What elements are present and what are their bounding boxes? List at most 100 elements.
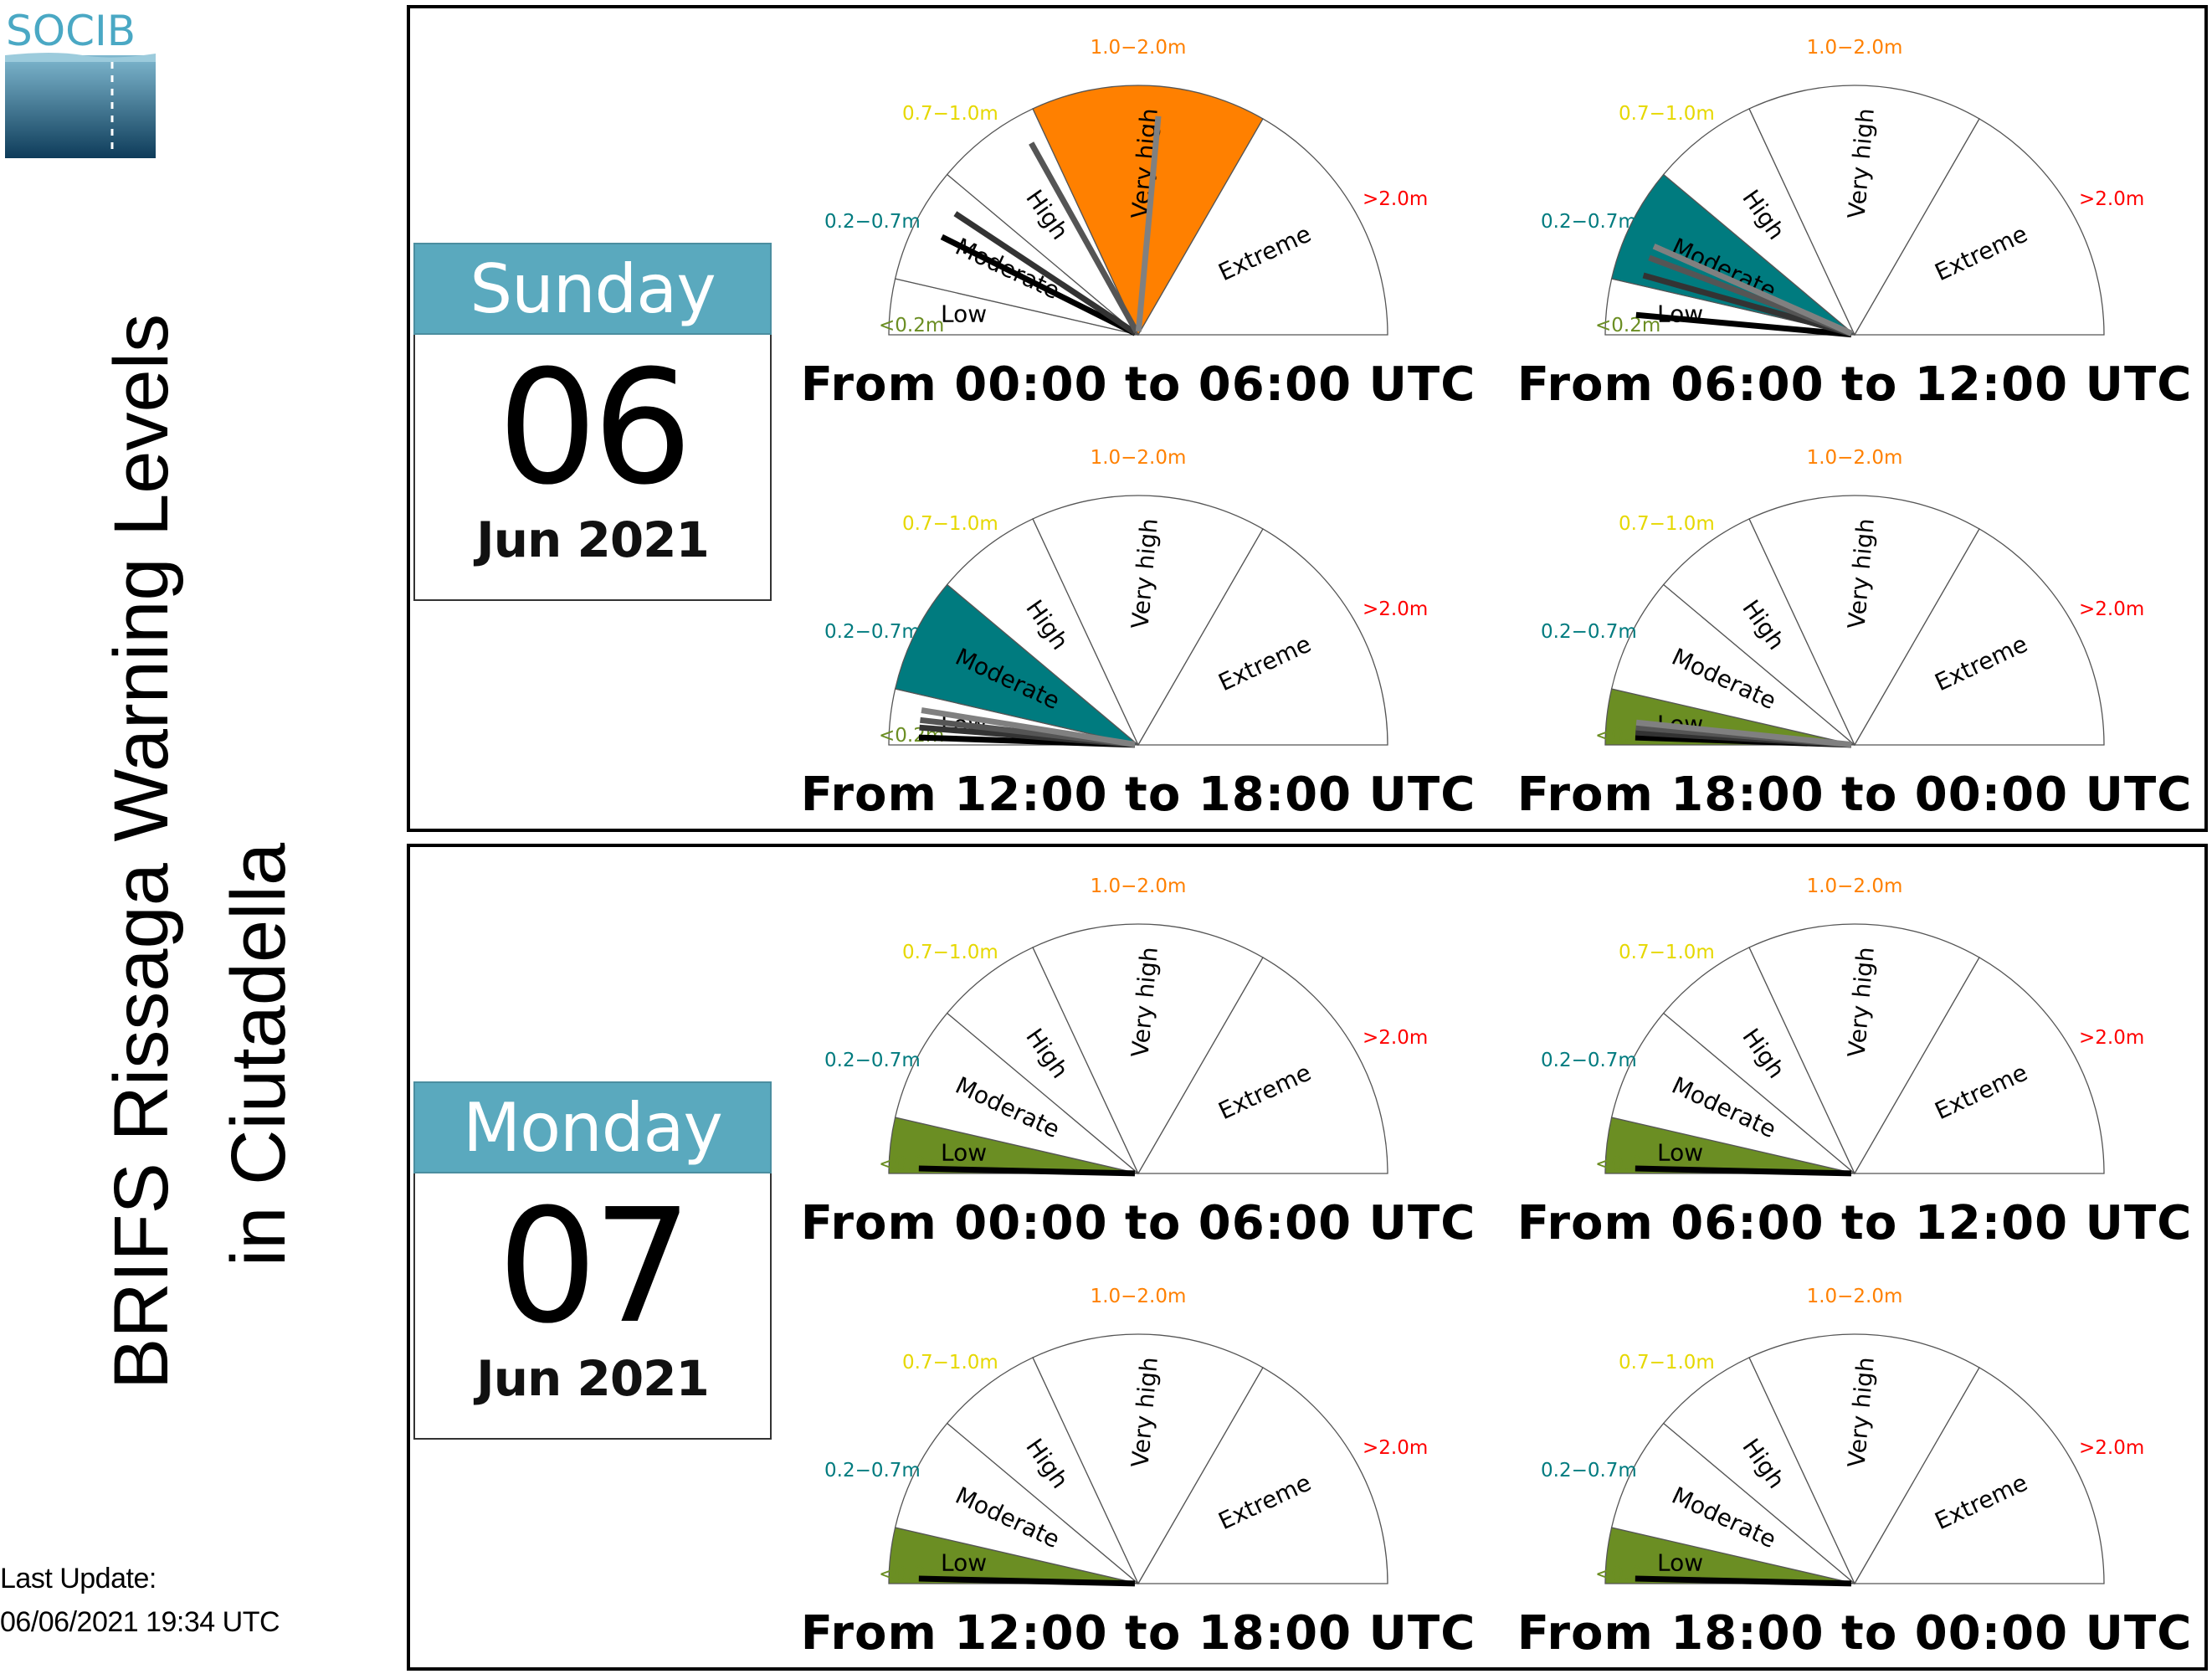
sector-high [946,108,1139,336]
sector-extreme [1853,528,2105,746]
range-label: 1.0−2.0m [1091,37,1187,59]
range-label: 0.2−0.7m [824,1460,921,1481]
calendar-card: Sunday 06 Jun 2021 [413,243,772,601]
range-label: 1.0−2.0m [1091,1286,1187,1307]
sector-label: Low [941,1138,987,1166]
title-line1: BRIFS Rissaga Warning Levels [99,314,184,1389]
sector-high [1662,518,1855,746]
range-label: <0.2m [1595,1153,1660,1175]
range-label: 0.7−1.0m [902,942,998,963]
sector-moderate [1610,1422,1855,1584]
sector-high [1662,108,1855,336]
sector-very-high [1748,495,1980,747]
gauge-needle [1135,116,1162,332]
sector-extreme [1853,1367,2105,1584]
sector-high [1662,1357,1855,1584]
sector-high [946,518,1139,746]
sector-label: Low [941,1548,987,1576]
sector-high [1662,947,1855,1174]
calendar-card: Monday 07 Jun 2021 [413,1081,772,1440]
range-label: 0.2−0.7m [824,621,921,643]
sector-extreme [1137,957,1388,1174]
last-update-label: Last Update: [0,1563,157,1594]
sector-extreme [1853,118,2105,336]
calendar-month: Jun 2021 [476,511,710,568]
gauge-needle [1652,243,1853,336]
sector-moderate [1610,173,1855,336]
range-label: 1.0−2.0m [1807,1286,1903,1307]
last-update: Last Update: 06/06/2021 19:34 UTC [0,1557,368,1644]
calendar-day: 06 [497,336,692,520]
range-label: 0.7−1.0m [902,1352,998,1374]
calendar-body: 06 Jun 2021 [413,335,772,601]
sector-moderate [894,1422,1139,1584]
sector-extreme [1137,118,1388,336]
day-panel-monday: Monday 07 Jun 2021 [407,844,2208,1671]
range-label: >2.0m [2079,1027,2144,1049]
range-label: 0.7−1.0m [1619,1352,1715,1374]
range-label: 1.0−2.0m [1807,37,1903,59]
sector-high [946,1357,1139,1584]
range-label: 0.7−1.0m [902,103,998,125]
period-label: From 18:00 to 00:00 UTC [1517,1606,2193,1661]
gauge-needle [921,707,1136,747]
sector-very-high [1032,1333,1264,1585]
range-label: 1.0−2.0m [1807,447,1903,469]
calendar-body: 07 Jun 2021 [413,1173,772,1440]
calendar-month: Jun 2021 [476,1350,710,1407]
range-label: 0.2−0.7m [1541,1460,1637,1481]
range-label: 1.0−2.0m [1091,447,1187,469]
sector-extreme [1137,1367,1388,1584]
range-label: <0.2m [1595,1564,1660,1585]
range-label: 0.7−1.0m [1619,513,1715,535]
range-label: 1.0−2.0m [1807,876,1903,897]
range-label: 0.2−0.7m [1541,1050,1637,1071]
gauge-needle [918,1575,1136,1587]
range-label: >2.0m [1363,188,1428,210]
sector-extreme [1137,528,1388,746]
range-label: >2.0m [1363,1027,1428,1049]
socib-logo: SOCIB [5,7,156,158]
range-label: >2.0m [1363,598,1428,620]
gauge-needle [1029,141,1140,334]
range-label: 0.7−1.0m [1619,103,1715,125]
period-label: From 06:00 to 12:00 UTC [1517,357,2193,412]
sector-very-high [1032,495,1264,747]
range-label: 0.7−1.0m [1619,942,1715,963]
sector-moderate [894,583,1139,746]
gauge-needle [1635,1575,1852,1587]
sector-extreme [1853,957,2105,1174]
gauge-needle [1635,1165,1852,1177]
range-label: >2.0m [1363,1437,1428,1459]
gauge-needle [1635,719,1852,748]
logo-text: SOCIB [6,7,136,55]
sector-very-high [1032,923,1264,1175]
sector-moderate [894,1012,1139,1174]
gauge-needle [940,234,1137,336]
title-line2: in Ciutadella [216,842,293,1266]
range-label: <0.2m [879,315,944,336]
sector-label: Low [1657,300,1703,327]
range-label: <0.2m [879,1564,944,1585]
calendar-day: 07 [497,1175,692,1358]
sector-moderate [1610,1012,1855,1174]
sector-very-high [1748,85,1980,336]
period-label: From 00:00 to 06:00 UTC [801,357,1476,412]
gauge-needle [953,211,1137,336]
range-label: 1.0−2.0m [1091,876,1187,897]
period-label: From 00:00 to 06:00 UTC [801,1196,1476,1250]
calendar-weekday: Monday [413,1081,772,1173]
sector-high [946,947,1139,1174]
calendar-weekday: Sunday [413,243,772,335]
sector-very-high [1748,1333,1980,1585]
page-title: BRIFS Rissaga Warning Levels in Ciutadel… [99,314,293,1389]
